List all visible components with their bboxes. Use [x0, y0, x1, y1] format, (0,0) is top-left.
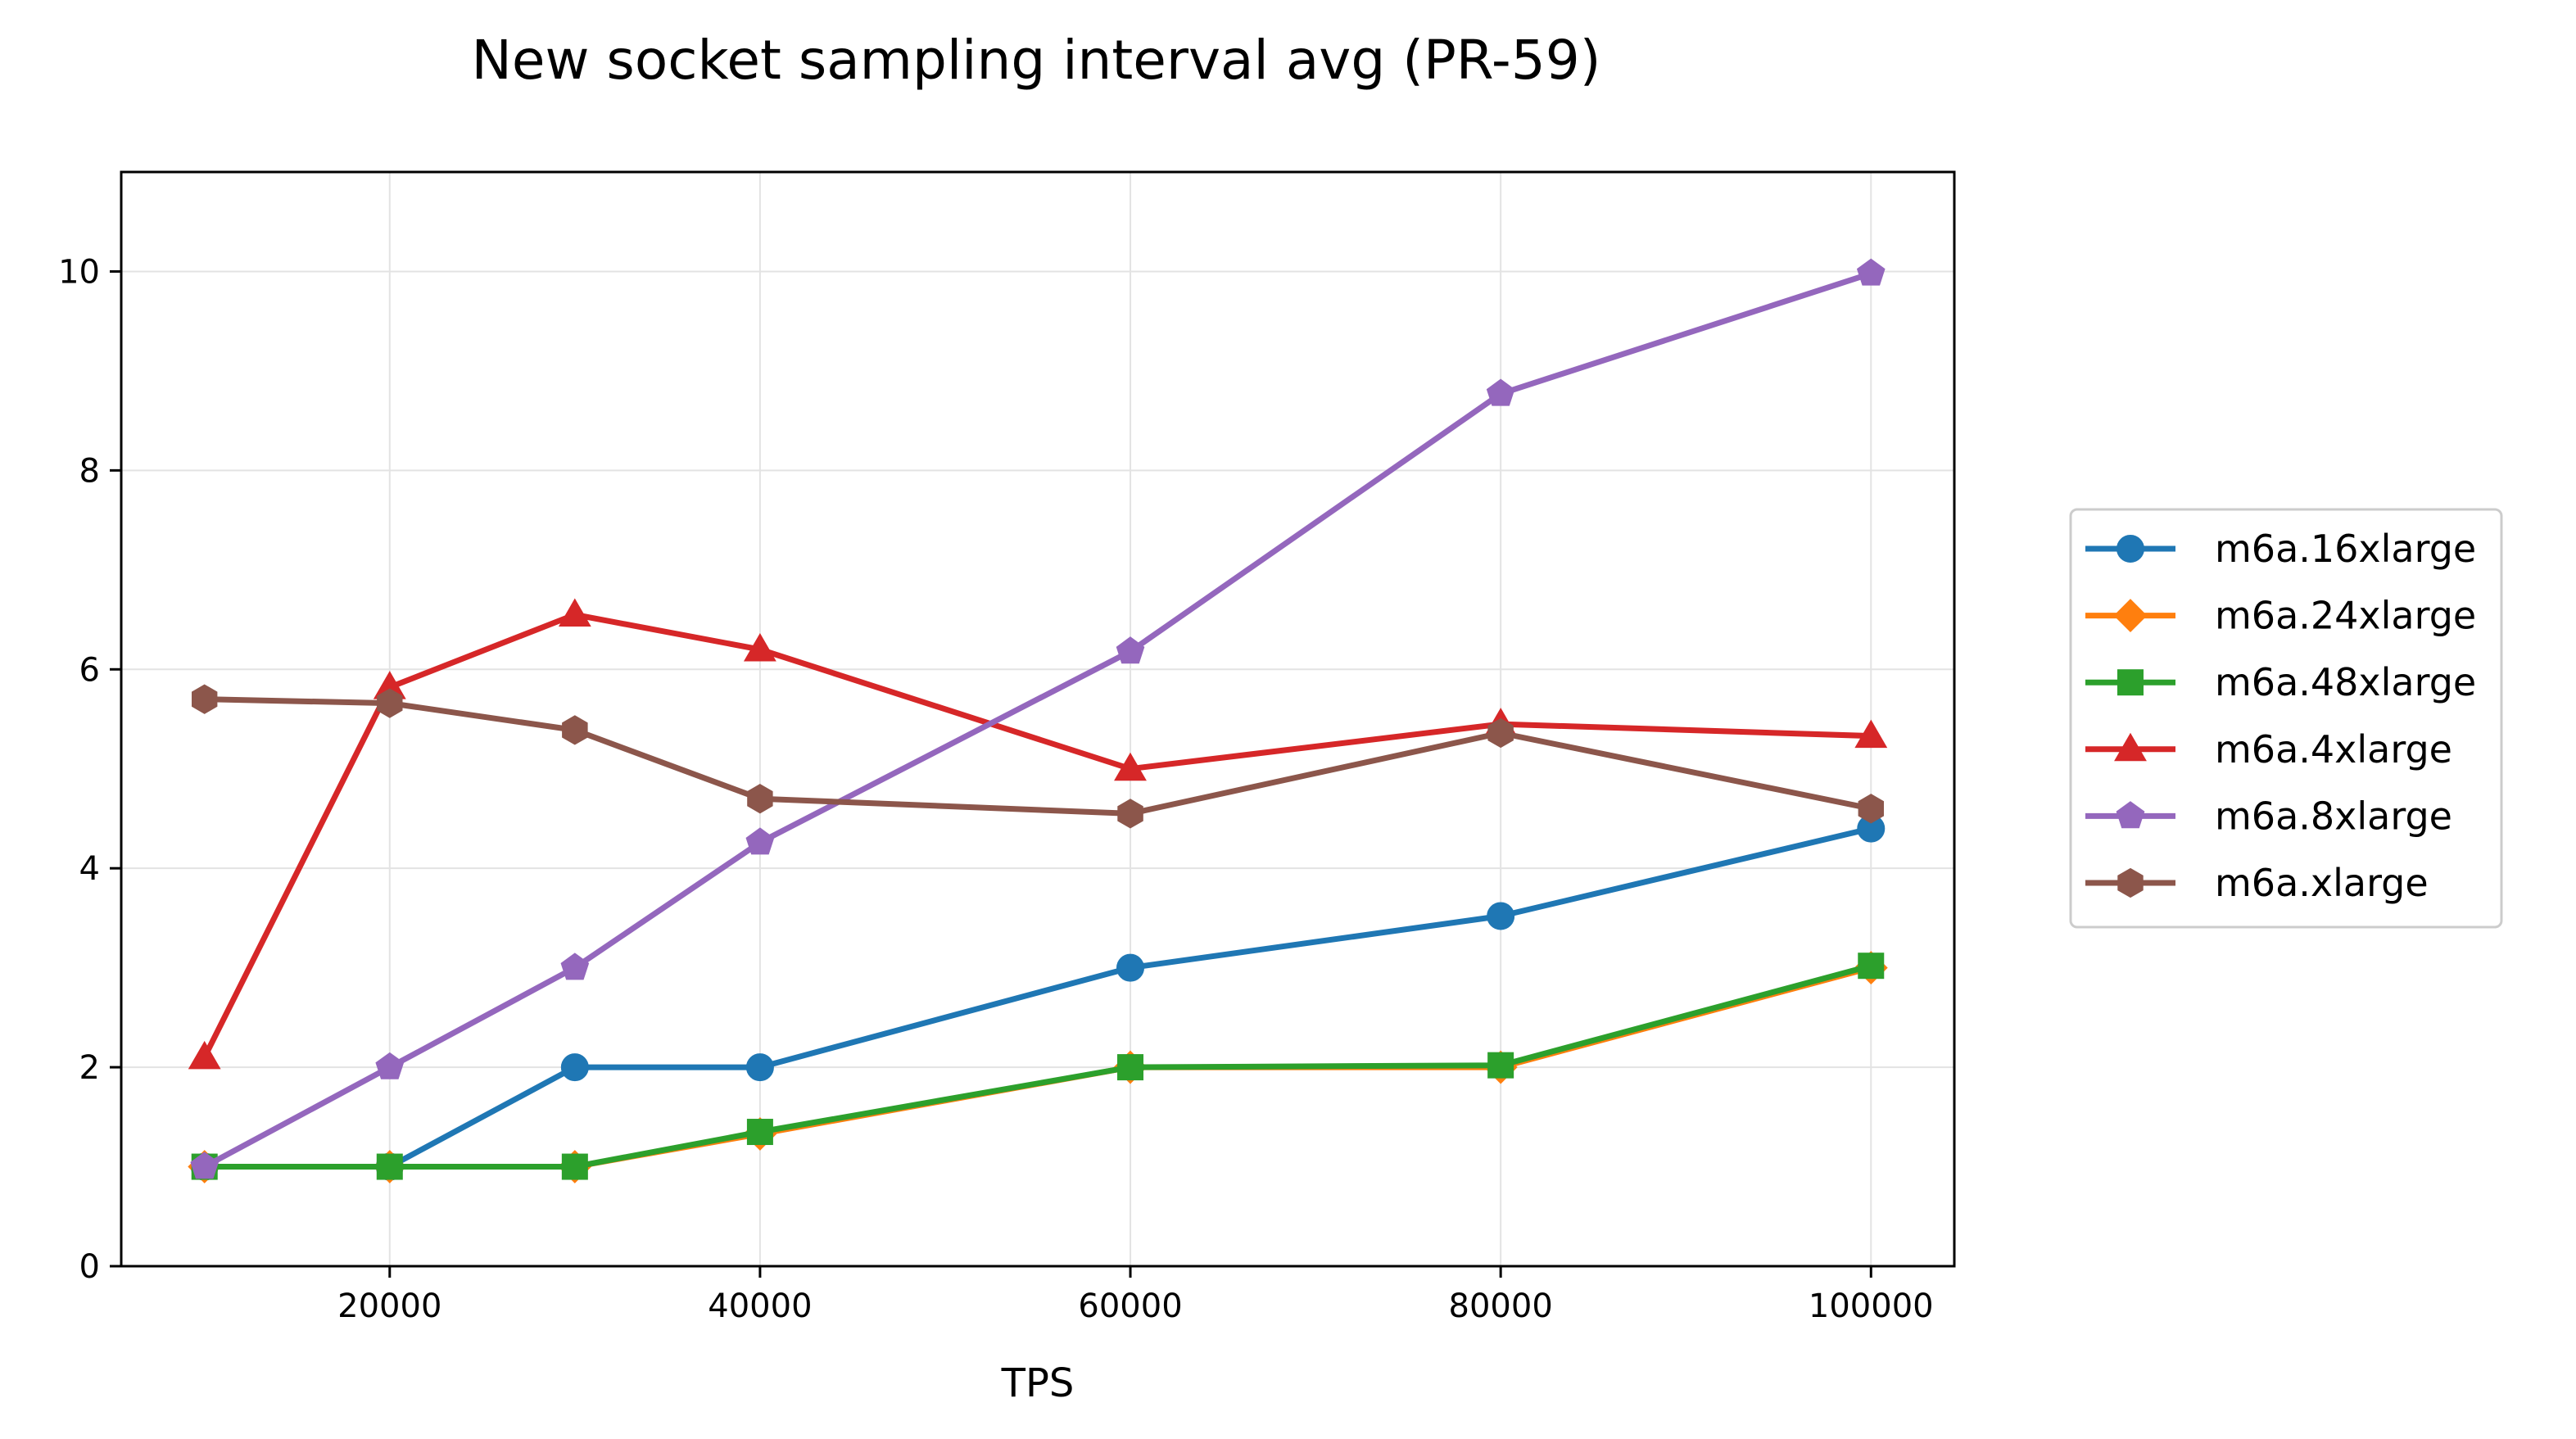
legend-marker	[2117, 669, 2144, 696]
data-point	[376, 1153, 403, 1180]
data-point	[1854, 719, 1888, 749]
chart-title: New socket sampling interval avg (PR-59)	[472, 29, 1601, 92]
data-point	[188, 1040, 221, 1070]
data-point	[1116, 953, 1145, 982]
legend-item: m6a.4xlarge	[2085, 727, 2452, 772]
series-m6a.8xlarge	[190, 258, 1886, 1179]
data-point	[1487, 902, 1515, 930]
data-point	[190, 1152, 220, 1179]
x-tick-label: 40000	[708, 1287, 812, 1325]
data-point	[561, 1153, 588, 1180]
legend-marker	[2113, 599, 2148, 633]
axes: 20000 40000 60000 80000 100000 0 2 4 6 8 10	[58, 253, 1934, 1325]
data-point	[1858, 794, 1884, 824]
legend-item: m6a.16xlarge	[2085, 527, 2476, 571]
data-point	[1486, 378, 1515, 406]
data-point	[560, 1053, 589, 1082]
legend-marker	[2116, 801, 2145, 829]
legend-item: m6a.24xlarge	[2085, 594, 2476, 638]
y-tick-label: 8	[79, 452, 100, 490]
x-tick-label: 100000	[1809, 1287, 1934, 1325]
data-point	[377, 688, 403, 718]
legend-label: m6a.xlarge	[2215, 861, 2429, 905]
data-point	[1856, 258, 1886, 286]
plot-frame	[120, 170, 1956, 1268]
data-point	[560, 953, 590, 980]
y-tick-label: 4	[79, 850, 100, 888]
legend-marker	[2117, 867, 2144, 898]
data-point	[1116, 636, 1145, 664]
legend-label: m6a.48xlarge	[2215, 660, 2476, 704]
data-point	[745, 1053, 774, 1082]
y-tick-label: 2	[79, 1049, 100, 1087]
data-point	[1487, 717, 1514, 749]
legend-frame	[2069, 508, 2503, 929]
data-point	[745, 827, 775, 855]
legend-marker	[2116, 535, 2144, 563]
series-layer	[188, 258, 1888, 1183]
x-tick-label: 80000	[1449, 1287, 1553, 1325]
data-point	[743, 633, 776, 662]
x-tick-label: 60000	[1078, 1287, 1182, 1325]
y-tick-label: 6	[79, 651, 100, 689]
data-point	[1117, 1054, 1144, 1081]
data-point	[746, 1119, 773, 1146]
legend-label: m6a.8xlarge	[2215, 794, 2452, 838]
data-point	[1114, 752, 1147, 781]
data-point	[558, 598, 591, 627]
legend-marker	[2114, 732, 2147, 762]
legend: m6a.16xlarge m6a.24xlarge m6a.48xlarge m6a.…	[2069, 508, 2503, 929]
data-point	[1487, 1052, 1514, 1079]
series-m6a.xlarge	[192, 684, 1884, 829]
legend-item: m6a.48xlarge	[2085, 660, 2476, 704]
legend-items: m6a.16xlarge m6a.24xlarge m6a.48xlarge m6a.…	[2085, 527, 2476, 905]
legend-item: m6a.xlarge	[2085, 861, 2429, 905]
x-axis-label: TPS	[1001, 1360, 1075, 1406]
data-point	[375, 1052, 405, 1079]
x-tick-label: 20000	[337, 1287, 441, 1325]
legend-label: m6a.16xlarge	[2215, 527, 2476, 571]
grid-lines	[121, 172, 1954, 1267]
data-point	[1117, 799, 1143, 829]
legend-label: m6a.4xlarge	[2215, 727, 2452, 772]
data-point	[192, 684, 218, 714]
y-tick-label: 10	[58, 253, 100, 291]
data-point	[1858, 953, 1885, 980]
data-point	[562, 715, 588, 745]
legend-label: m6a.24xlarge	[2215, 594, 2476, 638]
y-tick-label: 0	[79, 1248, 100, 1286]
data-point	[747, 784, 773, 814]
legend-item: m6a.8xlarge	[2085, 794, 2452, 838]
